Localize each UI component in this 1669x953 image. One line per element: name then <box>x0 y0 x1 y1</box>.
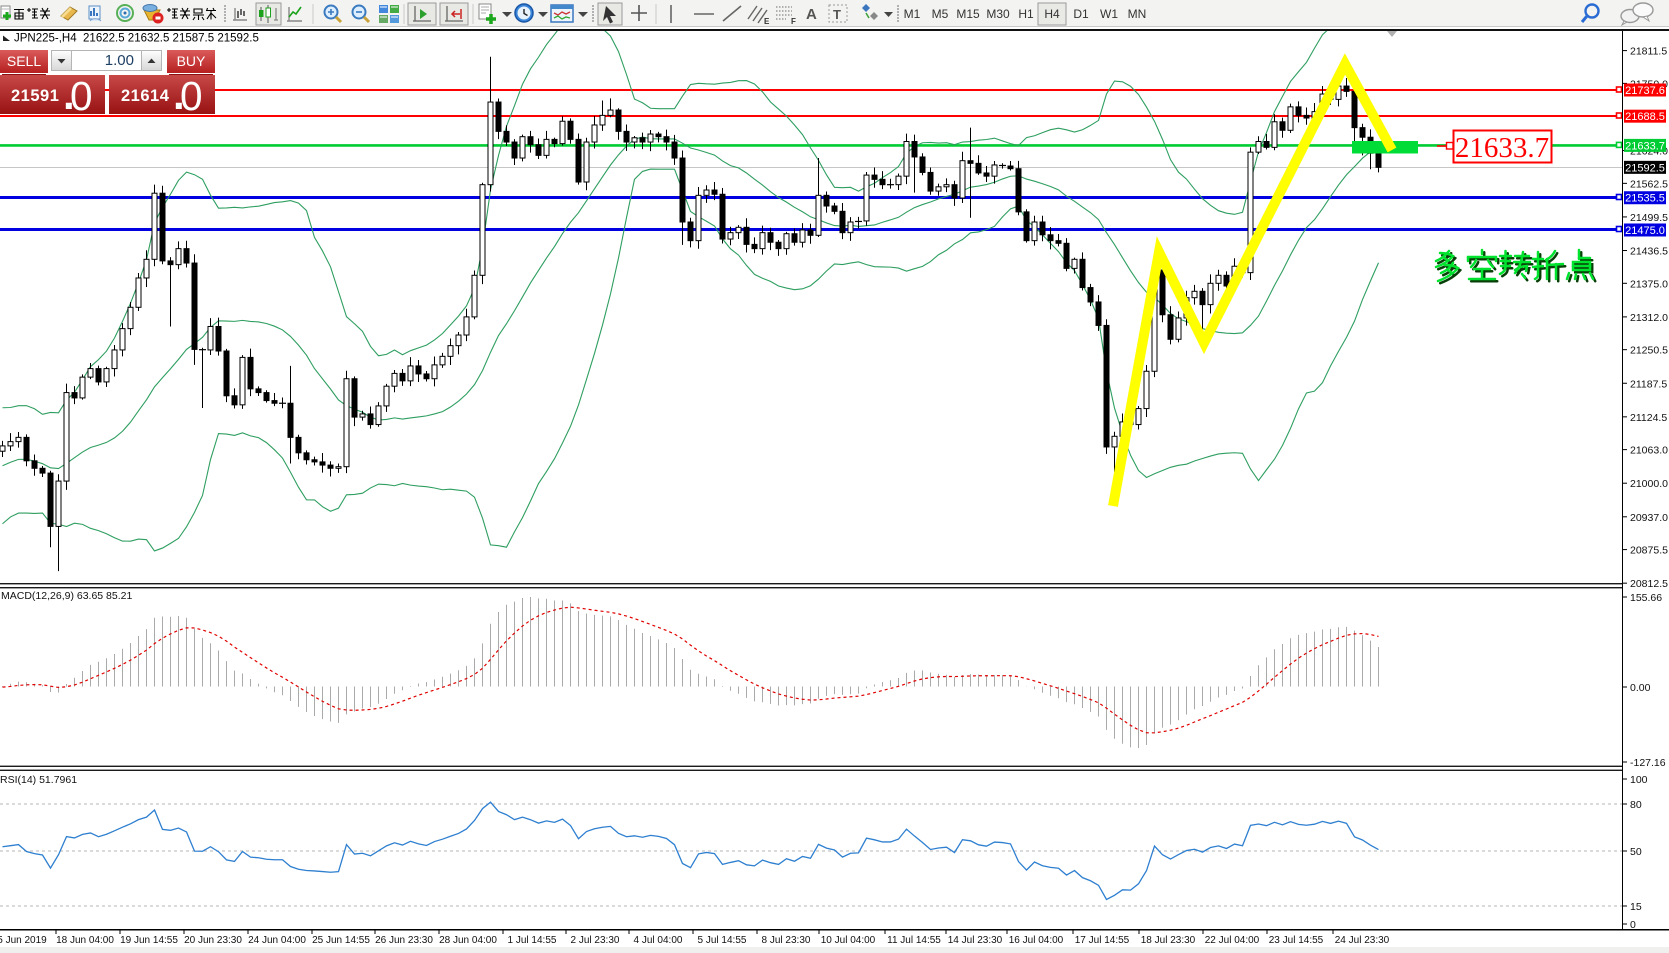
svg-text:21562.5: 21562.5 <box>1630 178 1668 190</box>
svg-text:22 Jul 04:00: 22 Jul 04:00 <box>1205 935 1260 946</box>
svg-text:1 Jul 14:55: 1 Jul 14:55 <box>508 935 557 946</box>
svg-text:21535.5: 21535.5 <box>1625 193 1665 205</box>
svg-text:24 Jun 04:00: 24 Jun 04:00 <box>248 935 306 946</box>
svg-text:4 Jul 04:00: 4 Jul 04:00 <box>634 935 683 946</box>
svg-text:M5: M5 <box>932 7 949 21</box>
svg-text:T: T <box>833 7 841 22</box>
svg-text:10 Jul 04:00: 10 Jul 04:00 <box>821 935 876 946</box>
svg-text:0.00: 0.00 <box>1630 682 1651 694</box>
svg-text:5 Jun 2019: 5 Jun 2019 <box>0 935 47 946</box>
svg-text:H1: H1 <box>1018 7 1034 21</box>
svg-text:11 Jul 14:55: 11 Jul 14:55 <box>887 935 941 946</box>
svg-text:21811.5: 21811.5 <box>1630 46 1667 58</box>
svg-text:21250.5: 21250.5 <box>1630 345 1668 357</box>
svg-text:JPN225-,H4 21622.5 21632.5 21: JPN225-,H4 21622.5 21632.5 21587.5 21592… <box>14 33 259 45</box>
svg-text:W1: W1 <box>1100 7 1118 21</box>
svg-text:MN: MN <box>1128 7 1147 21</box>
svg-text:E: E <box>764 17 770 26</box>
svg-text:0: 0 <box>1630 919 1636 931</box>
svg-text:26 Jun 23:30: 26 Jun 23:30 <box>375 935 433 946</box>
svg-text:21124.5: 21124.5 <box>1630 412 1667 424</box>
svg-text:18 Jul 23:30: 18 Jul 23:30 <box>1141 935 1196 946</box>
svg-text:MACD(12,26,9) 63.65 85.21: MACD(12,26,9) 63.65 85.21 <box>1 590 132 602</box>
svg-text:21436.5: 21436.5 <box>1630 246 1668 258</box>
svg-text:RSI(14) 51.7961: RSI(14) 51.7961 <box>0 774 77 786</box>
svg-text:M15: M15 <box>956 7 980 21</box>
svg-text:25 Jun 14:55: 25 Jun 14:55 <box>312 935 370 946</box>
svg-text:100: 100 <box>1630 774 1648 786</box>
svg-text:21633.7: 21633.7 <box>1625 140 1665 152</box>
svg-text:21592.5: 21592.5 <box>1625 162 1665 174</box>
svg-text:2 Jul 23:30: 2 Jul 23:30 <box>571 935 620 946</box>
svg-text:24 Jul 23:30: 24 Jul 23:30 <box>1335 935 1390 946</box>
svg-text:50: 50 <box>1630 846 1642 858</box>
svg-text:15: 15 <box>1630 901 1642 913</box>
svg-text:8 Jul 23:30: 8 Jul 23:30 <box>762 935 811 946</box>
svg-text:A: A <box>806 6 817 23</box>
svg-text:21187.5: 21187.5 <box>1630 378 1667 390</box>
svg-text:155.66: 155.66 <box>1630 592 1662 604</box>
svg-text:20875.5: 20875.5 <box>1630 545 1668 557</box>
svg-text:H4: H4 <box>1044 7 1060 21</box>
svg-text:17 Jul 14:55: 17 Jul 14:55 <box>1075 935 1130 946</box>
svg-text:M1: M1 <box>904 7 921 21</box>
svg-text:21633.7: 21633.7 <box>1455 132 1549 164</box>
svg-text:23 Jul 14:55: 23 Jul 14:55 <box>1269 935 1324 946</box>
svg-text:20 Jun 23:30: 20 Jun 23:30 <box>184 935 242 946</box>
svg-text:14 Jul 23:30: 14 Jul 23:30 <box>948 935 1003 946</box>
svg-text:16 Jul 04:00: 16 Jul 04:00 <box>1009 935 1064 946</box>
svg-text:M30: M30 <box>986 7 1010 21</box>
svg-text:D1: D1 <box>1073 7 1089 21</box>
svg-text:21737.6: 21737.6 <box>1625 85 1665 97</box>
svg-text:21499.5: 21499.5 <box>1630 212 1668 224</box>
svg-text:F: F <box>791 17 796 26</box>
svg-text:20812.5: 20812.5 <box>1630 578 1668 590</box>
svg-text:20937.0: 20937.0 <box>1630 512 1668 524</box>
svg-text:5 Jul 14:55: 5 Jul 14:55 <box>698 935 747 946</box>
svg-text:18 Jun 04:00: 18 Jun 04:00 <box>56 935 114 946</box>
svg-text:21688.5: 21688.5 <box>1625 111 1665 123</box>
svg-text:21063.0: 21063.0 <box>1630 445 1668 457</box>
svg-text:28 Jun 04:00: 28 Jun 04:00 <box>439 935 497 946</box>
svg-text:21475.0: 21475.0 <box>1625 225 1665 237</box>
svg-text:19 Jun 14:55: 19 Jun 14:55 <box>120 935 178 946</box>
svg-text:21312.0: 21312.0 <box>1630 312 1668 324</box>
svg-text:80: 80 <box>1630 799 1642 811</box>
svg-text:21000.0: 21000.0 <box>1630 478 1668 490</box>
svg-text:21375.0: 21375.0 <box>1630 278 1668 290</box>
svg-text:-127.16: -127.16 <box>1630 757 1666 769</box>
